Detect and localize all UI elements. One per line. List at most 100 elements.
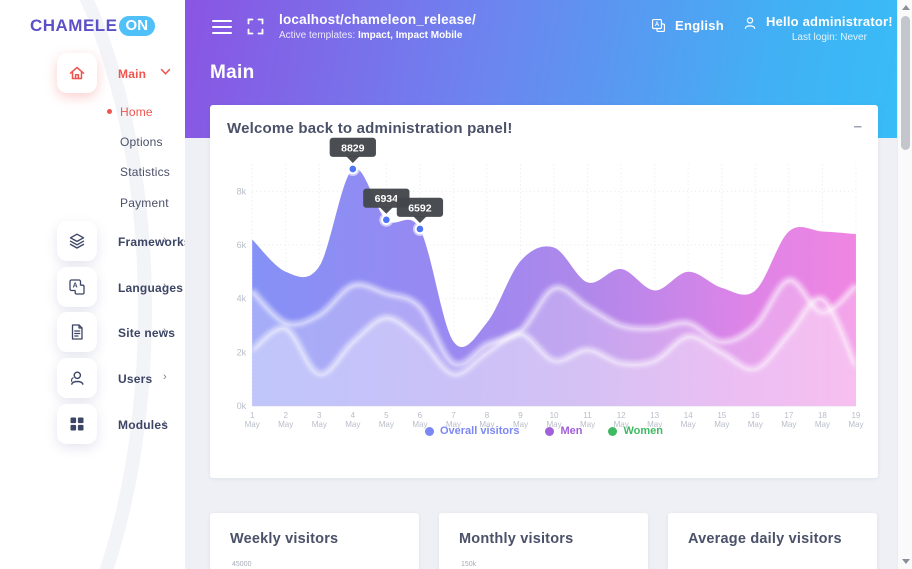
legend-label: Overall visitors	[439, 425, 520, 438]
sidebar-subitem-payment[interactable]: Payment	[120, 196, 169, 210]
translate-icon: A	[651, 18, 666, 33]
stat-card-monthly[interactable]: Monthly visitors 150k	[439, 513, 648, 569]
logo-text: CHAMELE	[29, 16, 118, 35]
site-link[interactable]: localhost/chameleon_release/ Active temp…	[279, 12, 476, 41]
legend-dot	[424, 426, 434, 436]
svg-text:8829: 8829	[341, 142, 365, 154]
svg-text:4k: 4k	[237, 294, 247, 304]
sidebar-subitem-home[interactable]: Home	[107, 105, 153, 119]
logo-badge: ON	[118, 16, 156, 36]
svg-text:0k: 0k	[237, 401, 247, 411]
svg-text:A: A	[73, 283, 78, 290]
svg-text:6592: 6592	[408, 202, 432, 214]
active-templates: Active templates: Impact, Impact Mobile	[279, 30, 463, 41]
chevron-down-icon[interactable]	[160, 68, 171, 76]
scrollbar-thumb[interactable]	[901, 16, 910, 150]
svg-text:2k: 2k	[237, 347, 247, 357]
legend-label: Women	[623, 425, 664, 438]
stat-value	[668, 547, 877, 561]
page-title: Main	[210, 62, 255, 83]
minimize-button[interactable]: –	[853, 118, 862, 135]
user-icon	[71, 371, 84, 385]
user-icon	[744, 17, 756, 29]
chevron-right-icon: ›	[163, 417, 167, 429]
legend-item[interactable]: Women	[608, 425, 663, 437]
document-icon	[71, 324, 83, 340]
stat-title: Weekly visitors	[230, 531, 339, 547]
menu-toggle-icon[interactable]	[212, 20, 232, 34]
chevron-right-icon: ›	[163, 325, 167, 337]
last-login-text: Last login: Never	[791, 32, 867, 43]
main-content: localhost/chameleon_release/ Active temp…	[185, 0, 897, 569]
svg-text:6k: 6k	[237, 240, 247, 250]
sidebar-item-frameworks[interactable]	[57, 221, 97, 261]
legend-dot	[545, 426, 555, 436]
stat-value: 45000	[232, 561, 252, 568]
stat-card-daily-average[interactable]: Average daily visitors	[668, 513, 877, 569]
svg-text:8k: 8k	[237, 186, 247, 196]
grid-icon	[70, 417, 84, 431]
language-label: English	[675, 18, 725, 33]
welcome-chart-card: Welcome back to administration panel! – …	[210, 105, 878, 478]
sidebar-item-main[interactable]	[57, 53, 97, 93]
stat-value: 150k	[461, 561, 477, 568]
greeting-text: Hello administrator!	[766, 14, 893, 29]
sidebar-item-main-label[interactable]: Main	[118, 67, 147, 81]
sidebar-item-modules-label[interactable]: Modules	[118, 418, 169, 432]
stat-card-weekly[interactable]: Weekly visitors 45000	[210, 513, 419, 569]
scroll-up-icon[interactable]	[902, 5, 910, 10]
legend-label: Men	[560, 425, 583, 438]
visitors-area-chart[interactable]: 0k 2k 4k 6k 8k 1 May 2 May 3 May 4 May 5 May 6 May 7 May 8 M…	[222, 104, 866, 431]
sidebar-item-site-news-label[interactable]: Site news	[118, 326, 176, 340]
fullscreen-icon[interactable]	[246, 17, 265, 36]
sidebar: CHAMELE ON Main Home Options Statistics P…	[0, 0, 185, 569]
stat-title: Average daily visitors	[688, 531, 842, 547]
app-logo[interactable]: CHAMELE ON	[0, 16, 185, 36]
home-icon	[69, 66, 85, 80]
legend-item[interactable]: Overall visitors	[424, 425, 520, 438]
card-title: Welcome back to administration panel!	[227, 120, 513, 137]
chevron-right-icon: ›	[163, 280, 167, 292]
legend-item[interactable]: Men	[545, 425, 582, 437]
topbar: localhost/chameleon_release/ Active temp…	[185, 0, 897, 56]
sidebar-item-frameworks-label[interactable]: Frameworks	[118, 235, 185, 249]
legend-dot	[608, 426, 618, 436]
svg-text:A: A	[655, 22, 660, 28]
sidebar-item-site-news[interactable]	[57, 312, 97, 352]
sidebar-item-languages-label[interactable]: Languages	[118, 281, 184, 295]
chevron-right-icon: ›	[163, 234, 167, 246]
scrollbar[interactable]	[897, 0, 912, 569]
sidebar-item-modules[interactable]	[57, 404, 97, 444]
stat-title: Monthly visitors	[459, 531, 574, 547]
sidebar-subitem-options[interactable]: Options	[120, 135, 163, 149]
scroll-down-icon[interactable]	[902, 559, 910, 564]
user-menu[interactable]: Hello administrator! Last login: Never	[742, 14, 893, 43]
svg-text:6934: 6934	[375, 193, 399, 205]
sidebar-subitem-statistics[interactable]: Statistics	[120, 165, 171, 179]
sidebar-item-users[interactable]	[57, 358, 97, 398]
active-bullet	[107, 109, 112, 114]
chart-legend: Overall visitors Men Women	[210, 425, 878, 437]
chevron-right-icon: ›	[163, 371, 167, 383]
language-switcher[interactable]: A English	[650, 17, 724, 34]
sidebar-item-users-label[interactable]: Users	[118, 372, 153, 386]
sidebar-item-languages[interactable]: A	[57, 267, 97, 307]
